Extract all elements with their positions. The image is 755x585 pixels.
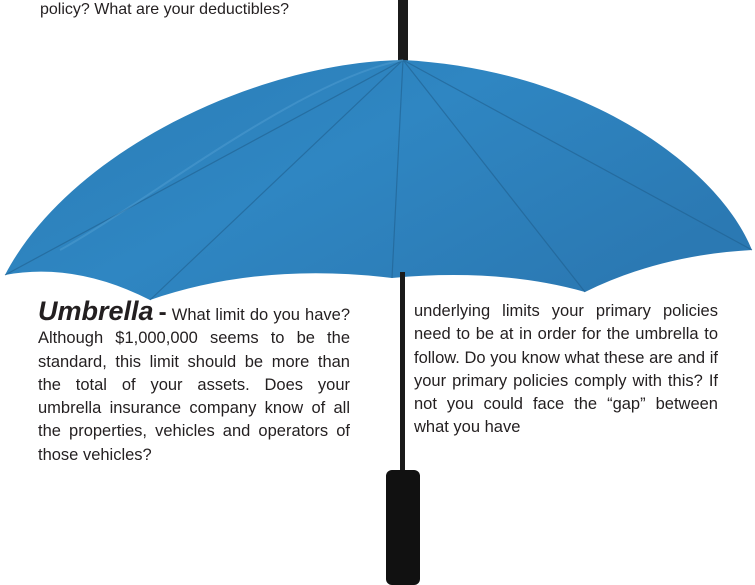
page: policy? What are your deductibles? Umbre… bbox=[0, 0, 755, 585]
body-text: What limit do you have? Although $1,000,… bbox=[38, 306, 350, 464]
left-column: Umbrella - What limit do you have? Altho… bbox=[38, 300, 350, 467]
top-text: policy? What are your deductibles? bbox=[40, 0, 289, 20]
heading-dash: - bbox=[159, 299, 167, 326]
body-text: underlying limits your primary policies … bbox=[414, 302, 718, 436]
right-column: underlying limits your primary policies … bbox=[414, 300, 718, 440]
umbrella-illustration bbox=[0, 0, 755, 585]
heading: Umbrella bbox=[38, 296, 154, 326]
